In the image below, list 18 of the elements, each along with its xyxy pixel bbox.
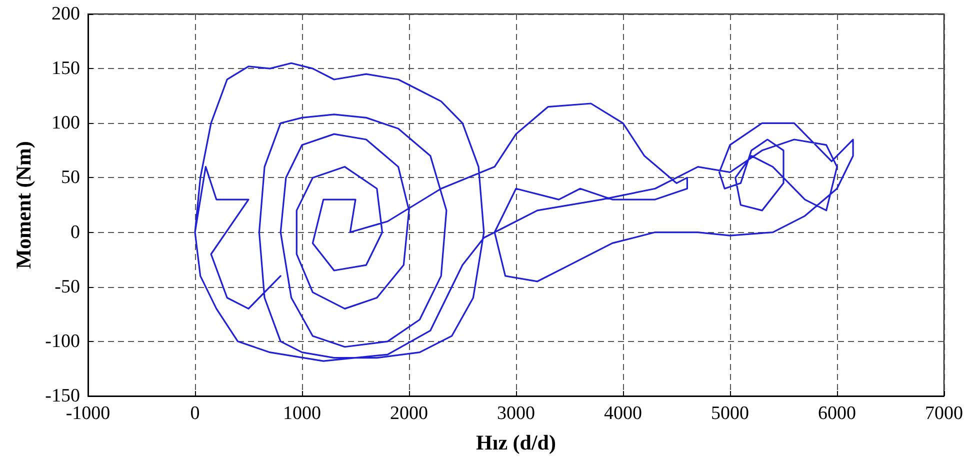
y-tick-label: 150 (52, 58, 80, 80)
x-tick-label: 5000 (711, 403, 749, 424)
x-tick-label: 6000 (818, 403, 856, 424)
line-series (194, 62, 854, 362)
x-axis-title: Hız (d/d) (476, 430, 556, 454)
y-tick-label: 0 (70, 222, 80, 243)
y-tick-label: 50 (61, 167, 80, 188)
x-tick-label: 4000 (604, 403, 642, 424)
x-tick-label: 7000 (925, 403, 963, 424)
x-tick-label: 2000 (390, 403, 428, 424)
y-tick-label: -50 (54, 276, 80, 298)
y-tick-label: 200 (52, 4, 80, 24)
x-tick-label: 0 (190, 403, 200, 424)
y-tick-label: -100 (45, 330, 80, 352)
x-tick-label: 3000 (497, 403, 535, 424)
x-tick-label: 1000 (283, 403, 321, 424)
y-axis-title: Moment (Nm) (12, 141, 36, 269)
y-tick-label: 100 (52, 112, 80, 134)
